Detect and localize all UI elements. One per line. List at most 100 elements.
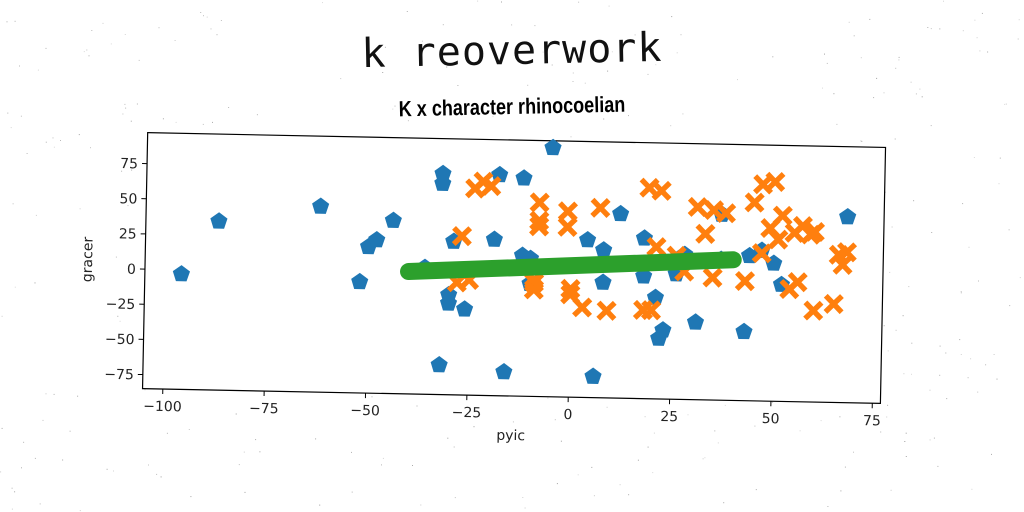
noise-dot [822, 87, 823, 89]
noise-dot [11, 508, 13, 510]
noise-dot [861, 140, 863, 142]
noise-dot [216, 34, 218, 36]
noise-dot [407, 120, 409, 122]
noise-dot [774, 420, 776, 422]
noise-dot [887, 404, 889, 406]
noise-dot [844, 466, 846, 468]
x-marker [646, 236, 667, 258]
noise-dot [860, 140, 862, 142]
noise-dot [895, 67, 897, 69]
noise-dot [577, 474, 579, 476]
x-marker [529, 192, 550, 213]
noise-dot [680, 34, 682, 36]
x-marker [572, 297, 593, 318]
noise-dot [687, 414, 689, 416]
noise-dot [939, 28, 941, 30]
noise-dot [340, 78, 342, 80]
noise-dot [993, 354, 995, 355]
noise-dot [119, 320, 121, 322]
noise-dot [423, 46, 425, 48]
noise-dot [911, 342, 913, 344]
noise-dot [570, 136, 572, 138]
noise-dot [79, 208, 81, 210]
noise-dot [628, 115, 629, 117]
noise-dot [979, 50, 981, 52]
pentagon-marker [210, 212, 228, 229]
noise-dot [406, 11, 408, 12]
noise-dot [45, 47, 47, 49]
noise-dot [442, 24, 444, 26]
noise-dot [755, 489, 757, 491]
noise-dot [138, 59, 140, 61]
pentagon-marker [544, 138, 562, 156]
pentagon-marker [686, 313, 705, 330]
noise-dot [122, 113, 124, 115]
noise-dot [960, 291, 962, 292]
noise-dot [45, 393, 47, 395]
y-tick-label: −75 [104, 367, 134, 384]
x-tick-label: −75 [249, 401, 279, 418]
noise-dot [175, 121, 177, 123]
noise-dot [259, 451, 261, 453]
trend-line [400, 251, 742, 281]
pentagon-marker [430, 356, 448, 373]
x-marker [734, 270, 756, 292]
noise-dot [351, 491, 353, 493]
noise-dot [584, 82, 586, 84]
pentagon-marker [485, 230, 503, 247]
noise-dot [35, 214, 37, 216]
noise-dot [987, 51, 989, 53]
noise-dot [53, 393, 55, 395]
noise-dot [511, 24, 513, 26]
pentagon-marker [595, 241, 613, 258]
noise-dot [886, 416, 888, 418]
x-marker [803, 300, 824, 321]
noise-dot [136, 103, 138, 105]
noise-dot [158, 27, 160, 29]
chart-marks [172, 138, 858, 384]
noise-dot [1004, 103, 1006, 105]
noise-dot [905, 432, 907, 434]
noise-dot [848, 21, 850, 23]
noise-dot [894, 138, 896, 140]
pentagon-marker [735, 322, 753, 340]
noise-dot [911, 373, 912, 375]
noise-dot [603, 118, 605, 120]
noise-dot [45, 141, 47, 143]
noise-dot [453, 446, 455, 448]
noise-dot [945, 352, 947, 354]
noise-dot [876, 77, 878, 79]
noise-dot [737, 79, 738, 81]
noise-dot [873, 97, 875, 99]
noise-dot [160, 476, 162, 478]
noise-dot [973, 157, 975, 158]
pentagon-marker [456, 300, 474, 317]
noise-dot [10, 127, 12, 129]
noise-dot [904, 441, 906, 442]
noise-dot [244, 491, 246, 493]
pentagon-marker [434, 164, 452, 182]
noise-dot [238, 464, 240, 466]
noise-dot [593, 495, 595, 497]
x-marker [560, 278, 581, 299]
noise-dot [985, 364, 987, 366]
noise-dot [446, 66, 448, 68]
noise-dot [996, 378, 998, 380]
noise-dot [382, 457, 384, 459]
noise-dot [102, 22, 104, 24]
noise-dot [86, 49, 88, 51]
pentagon-marker [594, 273, 612, 290]
noise-dot [913, 200, 915, 202]
noise-dot [833, 93, 835, 95]
noise-dot [607, 70, 609, 72]
noise-dot [611, 51, 613, 53]
noise-dot [637, 459, 639, 461]
noise-dot [839, 416, 841, 418]
noise-dot [962, 30, 964, 32]
noise-dot [930, 28, 932, 30]
noise-dot [827, 506, 829, 507]
y-tick-label: 50 [119, 191, 137, 207]
noise-dot [652, 472, 654, 474]
noise-dot [967, 377, 969, 379]
